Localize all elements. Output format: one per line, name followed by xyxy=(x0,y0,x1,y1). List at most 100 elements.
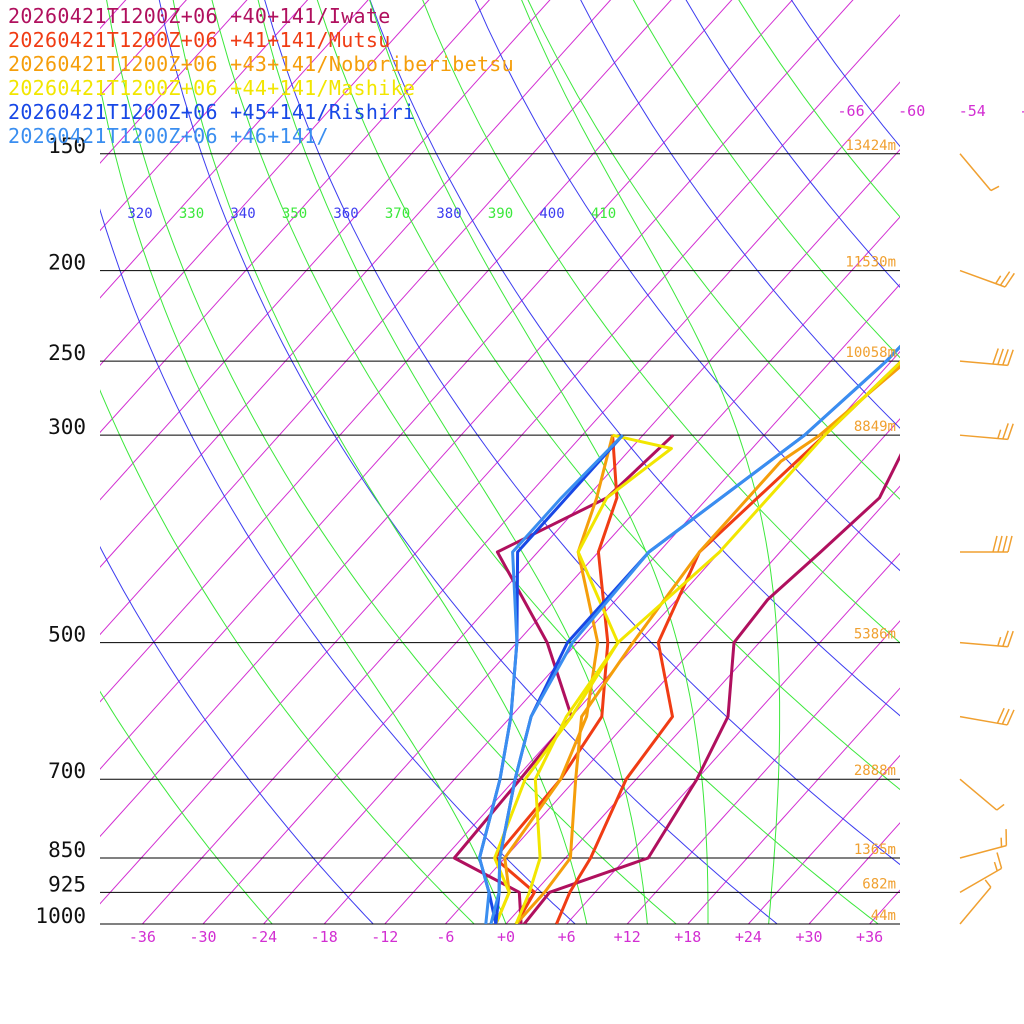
wind-barb-flag xyxy=(995,275,1002,284)
wind-barb-flag xyxy=(984,879,992,888)
pressure-tick-label: 925 xyxy=(48,872,86,896)
height-label: 1365m xyxy=(854,842,896,858)
wind-barb-staff xyxy=(959,844,1007,859)
dry-adiabat xyxy=(106,0,677,924)
dewpoint-profile-line xyxy=(493,435,619,924)
temperature-tick-label: -36 xyxy=(129,928,156,946)
wind-barb-flag xyxy=(992,535,998,553)
legend-entry: 20260421T1200Z+06 +44+141/Mashike xyxy=(8,76,416,100)
theta-label: 340 xyxy=(230,206,255,222)
wind-barb-flag xyxy=(1002,423,1009,440)
upper-temperature-label: -60 xyxy=(898,102,925,120)
wind-barb-staff xyxy=(959,778,998,811)
dry-adiabat xyxy=(685,0,900,288)
legend-entry: 20260421T1200Z+06 +43+141/Noboriberibets… xyxy=(8,52,514,76)
wind-barb-staff xyxy=(959,886,992,925)
isotherm xyxy=(142,81,900,924)
wind-barb-flag xyxy=(1004,272,1015,288)
wind-barb-staff xyxy=(959,867,1002,893)
wind-barb-flag xyxy=(1002,349,1009,366)
height-label: 11530m xyxy=(845,255,896,271)
wind-barb xyxy=(959,778,1005,811)
theta-label: 390 xyxy=(488,206,513,222)
isotherm xyxy=(991,0,1024,924)
theta-label: 360 xyxy=(333,206,358,222)
wind-barb-staff xyxy=(959,434,1008,441)
temperature-tick-label: +30 xyxy=(795,928,822,946)
theta-label: 410 xyxy=(591,206,616,222)
temperature-tick-label: +24 xyxy=(735,928,762,946)
isotherm xyxy=(323,283,900,924)
height-label: 682m xyxy=(862,876,896,892)
wind-barb-flag xyxy=(999,271,1011,286)
dry-adiabat xyxy=(158,0,779,924)
temperature-profile-line xyxy=(514,364,900,924)
temperature-profile-line xyxy=(489,344,900,924)
height-label: 8849m xyxy=(854,419,896,435)
wind-barb-flag xyxy=(997,348,1004,365)
wind-barb xyxy=(959,879,992,925)
theta-label: 400 xyxy=(539,206,564,222)
temperature-tick-label: -18 xyxy=(311,928,338,946)
wind-barb-flag xyxy=(997,636,1002,647)
height-label: 13424m xyxy=(845,138,896,154)
wind-barb xyxy=(959,423,1014,441)
temperature-tick-label: +12 xyxy=(614,928,641,946)
height-label: 2888m xyxy=(854,763,896,779)
upper-temperature-label: -48 xyxy=(1019,102,1024,120)
wind-barb-flag xyxy=(1007,423,1014,440)
pressure-tick-label: 700 xyxy=(48,759,86,783)
wind-barb-flag xyxy=(997,535,1003,553)
legend-entry: 20260421T1200Z+06 +41+141/Mutsu xyxy=(8,28,391,52)
temperature-tick-label: +0 xyxy=(497,928,515,946)
upper-temperature-label: -54 xyxy=(959,102,986,120)
dry-adiabat xyxy=(474,0,900,572)
dry-adiabat xyxy=(369,0,900,717)
wind-barb-flag xyxy=(996,852,1003,869)
upper-temperature-label: -66 xyxy=(838,102,865,120)
dry-adiabat xyxy=(580,0,900,429)
isotherm xyxy=(202,148,900,924)
wind-barb-flag xyxy=(993,861,998,872)
wind-barb xyxy=(959,348,1014,367)
theta-label: 380 xyxy=(436,206,461,222)
wind-barb-staff xyxy=(959,269,1006,288)
pressure-tick-label: 250 xyxy=(48,341,86,365)
wind-barb-staff xyxy=(959,641,1008,648)
temperature-tick-label: +36 xyxy=(856,928,883,946)
dewpoint-profile-line xyxy=(478,434,624,924)
wind-barb-flag xyxy=(992,348,999,365)
wind-barb xyxy=(959,829,1008,859)
legend-entry: 20260421T1200Z+06 +40+141/Iwate xyxy=(8,4,391,28)
temperature-tick-label: -6 xyxy=(436,928,454,946)
dry-adiabat xyxy=(422,0,900,644)
wind-barb xyxy=(959,630,1014,648)
dry-adiabat xyxy=(211,0,880,924)
wind-barb-flag xyxy=(1006,709,1015,726)
dry-adiabat xyxy=(100,208,576,924)
isotherm xyxy=(100,0,490,434)
wind-barb-flag xyxy=(997,429,1002,439)
dry-adiabat xyxy=(632,0,900,359)
wind-barb-flag xyxy=(1007,630,1014,648)
dry-adiabat xyxy=(264,0,900,866)
isotherm xyxy=(100,0,551,501)
dry-adiabat xyxy=(100,545,374,924)
isotherm xyxy=(930,0,1024,924)
isotherm xyxy=(100,0,369,299)
temperature-tick-label: -24 xyxy=(250,928,277,946)
dry-adiabat xyxy=(100,389,475,924)
height-label: 10058m xyxy=(845,345,896,361)
dewpoint-profile-line xyxy=(494,434,615,924)
isotherm xyxy=(808,822,900,924)
temperature-tick-label: -30 xyxy=(189,928,216,946)
temperature-profile-line xyxy=(523,453,900,924)
theta-label: 320 xyxy=(127,206,152,222)
temperature-profile-line xyxy=(555,360,900,924)
isotherm xyxy=(263,216,900,924)
pressure-tick-label: 850 xyxy=(48,838,86,862)
legend-entry: 20260421T1200Z+06 +46+141/ xyxy=(8,124,329,148)
wind-barb-flag xyxy=(996,803,1005,811)
isotherm xyxy=(100,0,733,703)
